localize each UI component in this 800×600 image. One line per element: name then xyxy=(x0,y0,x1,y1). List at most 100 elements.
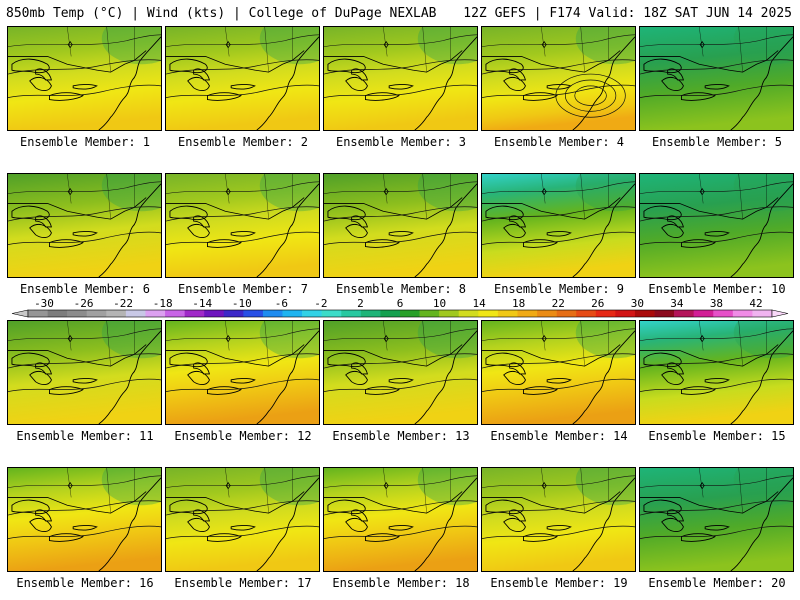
height-contour xyxy=(482,34,635,47)
location-marker-icon xyxy=(383,335,389,343)
great-lake-outline xyxy=(72,524,98,531)
location-marker-icon xyxy=(225,41,231,49)
location-marker-icon xyxy=(699,335,705,343)
coastline xyxy=(98,330,161,424)
province-lines xyxy=(698,27,767,73)
great-lake-outline xyxy=(207,92,242,101)
great-lake-outline xyxy=(49,92,84,101)
ensemble-panel-18 xyxy=(323,467,478,572)
location-marker-icon xyxy=(67,482,73,490)
coastline xyxy=(414,477,477,571)
great-lake-outline xyxy=(49,533,84,542)
location-marker-icon xyxy=(541,188,547,196)
ensemble-member-label: Ensemble Member: 4 xyxy=(493,135,625,149)
great-lake-outline xyxy=(485,499,524,515)
ensemble-member-label: Ensemble Member: 13 xyxy=(332,429,470,443)
ensemble-member-label: Ensemble Member: 16 xyxy=(16,576,154,590)
colorbar-segment xyxy=(145,310,166,317)
location-marker-icon xyxy=(383,41,389,49)
coastline xyxy=(98,183,161,277)
height-contour xyxy=(482,525,635,539)
colorbar-segment xyxy=(595,310,616,317)
ensemble-panel-12 xyxy=(165,320,320,425)
colorbar-segment xyxy=(341,310,362,317)
ensemble-map-11 xyxy=(8,321,161,424)
coastline xyxy=(730,477,793,571)
colorbar-tick-label: 10 xyxy=(433,297,446,310)
height-contour xyxy=(640,84,793,98)
ensemble-member-label: Ensemble Member: 19 xyxy=(490,576,628,590)
province-lines xyxy=(66,321,135,367)
height-contour xyxy=(324,231,477,245)
great-lake-outline xyxy=(72,83,98,90)
ensemble-member-label: Ensemble Member: 9 xyxy=(493,282,625,296)
great-lake-outline xyxy=(667,509,685,522)
great-lake-outline xyxy=(351,68,369,81)
great-lake-outline xyxy=(485,205,524,221)
great-lake-outline xyxy=(681,239,716,248)
height-contour xyxy=(482,475,635,488)
great-lake-outline xyxy=(503,76,526,91)
colorbar-tick-label: -10 xyxy=(232,297,252,310)
great-lake-outline xyxy=(345,76,368,91)
coastline xyxy=(256,183,319,277)
colorbar-tick-label: 2 xyxy=(357,297,364,310)
colorbar-segment xyxy=(262,310,283,317)
great-lake-outline xyxy=(207,239,242,248)
closed-low-contour xyxy=(574,85,607,106)
coastline xyxy=(98,477,161,571)
great-lake-outline xyxy=(49,386,84,395)
ensemble-map-8 xyxy=(324,174,477,277)
great-lake-outline xyxy=(667,215,685,228)
colorbar-tick-label: 30 xyxy=(631,297,644,310)
ensemble-panel-10 xyxy=(639,173,794,278)
great-lake-outline xyxy=(503,517,526,532)
coastline xyxy=(414,330,477,424)
great-lake-outline xyxy=(35,68,53,81)
height-contour xyxy=(324,525,477,539)
colorbar-segment xyxy=(439,310,460,317)
coastline xyxy=(730,330,793,424)
great-lake-outline xyxy=(523,92,558,101)
colorbar-segment xyxy=(67,310,88,317)
great-lake-outline xyxy=(485,352,524,368)
great-lake-outline xyxy=(35,509,53,522)
great-lake-outline xyxy=(35,362,53,375)
great-lake-outline xyxy=(72,377,98,384)
height-contour xyxy=(640,378,793,392)
ensemble-map-20 xyxy=(640,468,793,571)
great-lake-outline xyxy=(704,230,730,237)
height-contour xyxy=(482,353,635,369)
colorbar-segment xyxy=(184,310,205,317)
colorbar-tick-label: -30 xyxy=(34,297,54,310)
location-marker-icon xyxy=(541,335,547,343)
height-contour xyxy=(482,500,635,516)
great-lake-outline xyxy=(187,370,210,385)
great-lake-outline xyxy=(351,215,369,228)
location-marker-icon xyxy=(541,41,547,49)
province-lines xyxy=(224,468,293,514)
location-marker-icon xyxy=(383,482,389,490)
ensemble-map-18 xyxy=(324,468,477,571)
ensemble-panel-3 xyxy=(323,26,478,131)
ensemble-member-label: Ensemble Member: 15 xyxy=(648,429,786,443)
colorbar-segment xyxy=(517,310,538,317)
colorbar-segment xyxy=(478,310,499,317)
province-lines xyxy=(382,468,451,514)
colorbar-segment xyxy=(28,310,48,317)
great-lake-outline xyxy=(643,499,682,515)
great-lake-outline xyxy=(667,362,685,375)
ensemble-panel-7 xyxy=(165,173,320,278)
coastline xyxy=(572,477,635,571)
colorbar-tick-label: -26 xyxy=(74,297,94,310)
province-lines xyxy=(698,174,767,220)
colorbar-segment xyxy=(713,310,734,317)
great-lake-outline xyxy=(681,92,716,101)
colorbar-segment xyxy=(752,310,773,317)
great-lake-outline xyxy=(29,370,52,385)
height-contour xyxy=(166,181,319,194)
location-marker-icon xyxy=(67,335,73,343)
great-lake-outline xyxy=(345,370,368,385)
colorbar-segment xyxy=(282,310,303,317)
ensemble-map-10 xyxy=(640,174,793,277)
